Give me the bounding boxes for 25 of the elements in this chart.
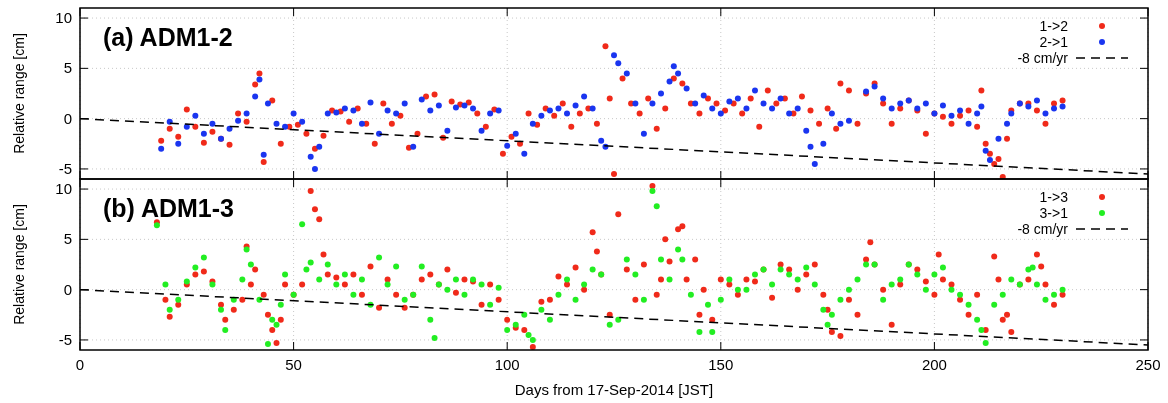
x-tick-label: 150: [708, 356, 734, 373]
y-tick-label: 10: [55, 9, 72, 27]
legend-label: 3->1: [1039, 205, 1069, 221]
x-tick-label: 0: [75, 356, 85, 373]
legend-label: 1->2: [1039, 18, 1069, 34]
legend-label: 1->3: [1039, 189, 1069, 205]
y-axis-title: Relative range [cm]: [11, 33, 27, 154]
y-tick-label: 5: [63, 59, 72, 77]
legend-label: -8 cm/yr: [1017, 221, 1069, 237]
y-axis-title: Relative range [cm]: [11, 204, 27, 325]
y-tick-label: 10: [55, 180, 72, 198]
legend-label: 2->1: [1039, 34, 1069, 50]
legend-label: -8 cm/yr: [1017, 50, 1069, 66]
y-tick-label: -5: [58, 330, 72, 348]
x-tick-label: 100: [494, 356, 520, 373]
text: (a) ADM1-2: [103, 23, 233, 51]
text: (b) ADM1-3: [103, 194, 235, 222]
x-axis-title: Days from 17-Sep-2014 [JST]: [514, 381, 714, 398]
x-tick-label: 50: [285, 356, 302, 373]
y-tick-label: 0: [63, 109, 72, 127]
x-tick-label: 250: [1135, 356, 1161, 373]
y-tick-label: -5: [58, 159, 72, 177]
x-tick-label: 200: [921, 356, 947, 373]
y-tick-label: 0: [63, 280, 72, 298]
y-tick-label: 5: [63, 230, 72, 248]
